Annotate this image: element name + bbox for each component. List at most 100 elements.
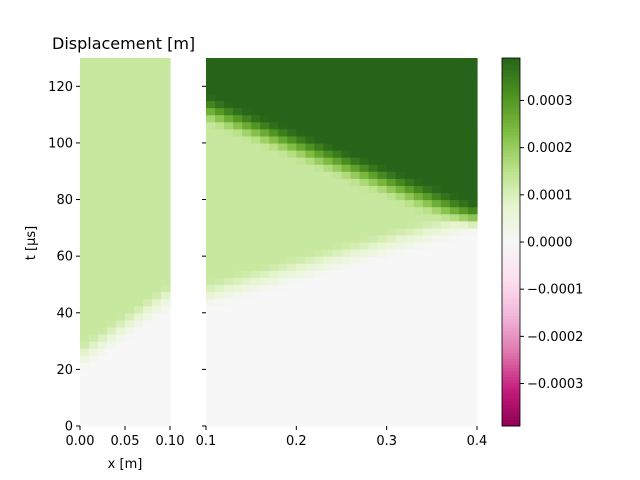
heatmap-cell <box>467 277 478 286</box>
heatmap-cell <box>449 334 460 342</box>
heatmap-cell <box>431 171 442 179</box>
heatmap-cell <box>386 234 397 243</box>
heatmap-cell <box>314 291 325 300</box>
heatmap-cell <box>332 411 343 420</box>
heatmap-cell <box>161 93 171 102</box>
heatmap-cell <box>233 341 243 349</box>
heatmap-cell <box>449 178 460 186</box>
heatmap-cell <box>314 72 325 80</box>
heatmap-cell <box>80 220 90 229</box>
heatmap-cell <box>395 171 406 179</box>
heatmap-cell <box>395 234 406 243</box>
heatmap-cell <box>341 284 352 293</box>
heatmap-cell <box>449 100 460 109</box>
colorbar-segment <box>502 257 520 261</box>
heatmap-cell <box>260 79 270 87</box>
heatmap-cell <box>224 58 234 66</box>
heatmap-cell <box>305 249 315 257</box>
heatmap-cell <box>377 178 388 186</box>
heatmap-cell <box>341 418 352 427</box>
heatmap-cell <box>359 206 370 215</box>
colorbar-segment <box>502 413 520 418</box>
heatmap-cell <box>143 206 153 215</box>
heatmap-cell <box>206 298 216 307</box>
heatmap-cell <box>458 383 469 392</box>
heatmap-cell <box>467 185 478 194</box>
heatmap-cell <box>206 150 216 158</box>
heatmap-cell <box>143 93 153 102</box>
heatmap-cell <box>323 185 334 194</box>
heatmap-cell <box>269 100 279 109</box>
heatmap-cell <box>242 277 252 286</box>
heatmap-cell <box>269 114 279 123</box>
heatmap-cell <box>260 135 270 144</box>
heatmap-cell <box>251 93 261 102</box>
heatmap-cell <box>431 192 442 201</box>
heatmap-cell <box>152 192 162 201</box>
heatmap-cell <box>467 206 478 215</box>
heatmap-cell <box>215 206 225 215</box>
heatmap-cell <box>404 220 415 229</box>
heatmap-cell <box>449 312 460 321</box>
heatmap-cell <box>368 291 379 300</box>
heatmap-cell <box>206 242 216 250</box>
heatmap-cell <box>395 341 406 349</box>
colorbar-segment <box>502 226 520 231</box>
colorbar-segment <box>502 196 520 200</box>
heatmap-cell <box>233 270 243 278</box>
heatmap-cell <box>440 213 451 222</box>
heatmap-cell <box>431 334 442 342</box>
heatmap-cell <box>332 362 343 370</box>
heatmap-cell <box>143 376 153 385</box>
heatmap-cell <box>377 418 388 427</box>
heatmap-cell <box>125 213 135 222</box>
heatmap-cell <box>458 397 469 406</box>
heatmap-cell <box>161 100 171 109</box>
heatmap-cell <box>251 284 261 293</box>
heatmap-cell <box>152 277 162 286</box>
heatmap-cell <box>125 79 135 87</box>
heatmap-cell <box>404 227 415 236</box>
heatmap-cell <box>134 220 144 229</box>
heatmap-cell <box>431 249 442 257</box>
heatmap-cell <box>143 142 153 151</box>
heatmap-cell <box>386 390 397 399</box>
heatmap-cell <box>242 157 252 165</box>
heatmap-cell <box>161 249 171 257</box>
heatmap-cell <box>296 348 306 356</box>
heatmap-cell <box>107 234 117 243</box>
heatmap-cell <box>395 58 406 66</box>
heatmap-cell <box>260 114 270 123</box>
heatmap-cell <box>89 58 99 66</box>
heatmap-cell <box>152 291 162 300</box>
heatmap-cell <box>260 128 270 137</box>
heatmap-cell <box>314 249 325 257</box>
colorbar-segment <box>502 355 520 360</box>
heatmap-cell <box>431 404 442 413</box>
heatmap-cell <box>404 234 415 243</box>
heatmap-cell <box>98 376 108 385</box>
heatmap-cell <box>386 277 397 286</box>
colorbar-segment <box>502 107 520 111</box>
heatmap-cell <box>89 199 99 208</box>
heatmap-cell <box>296 270 306 278</box>
heatmap-cell <box>431 58 442 66</box>
heatmap-cell <box>305 192 315 201</box>
heatmap-cell <box>80 178 90 186</box>
heatmap-cell <box>386 72 397 80</box>
heatmap-cell <box>305 157 315 165</box>
heatmap-cell <box>386 355 397 363</box>
heatmap-cell <box>314 263 325 271</box>
heatmap-cell <box>332 404 343 413</box>
heatmap-cell <box>377 397 388 406</box>
heatmap-cell <box>287 199 297 208</box>
heatmap-cell <box>89 93 99 102</box>
heatmap-cell <box>422 164 433 172</box>
heatmap-cell <box>422 242 433 250</box>
heatmap-cell <box>350 397 361 406</box>
colorbar-segment <box>502 94 520 99</box>
heatmap-cell <box>107 199 117 208</box>
heatmap-cell <box>359 418 370 427</box>
heatmap-cell <box>215 107 225 116</box>
heatmap-cell <box>413 305 424 314</box>
